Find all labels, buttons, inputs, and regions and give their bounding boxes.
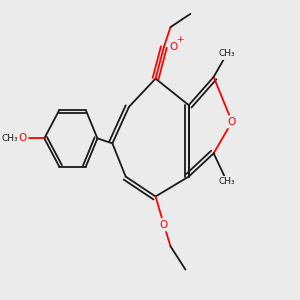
Text: O: O	[170, 42, 178, 52]
Text: O: O	[19, 134, 27, 143]
Text: CH₃: CH₃	[219, 49, 235, 58]
Text: O: O	[228, 117, 236, 127]
Text: CH₃: CH₃	[219, 177, 235, 186]
Text: CH₃: CH₃	[1, 134, 18, 143]
Text: +: +	[176, 35, 184, 44]
Text: O: O	[160, 220, 168, 230]
